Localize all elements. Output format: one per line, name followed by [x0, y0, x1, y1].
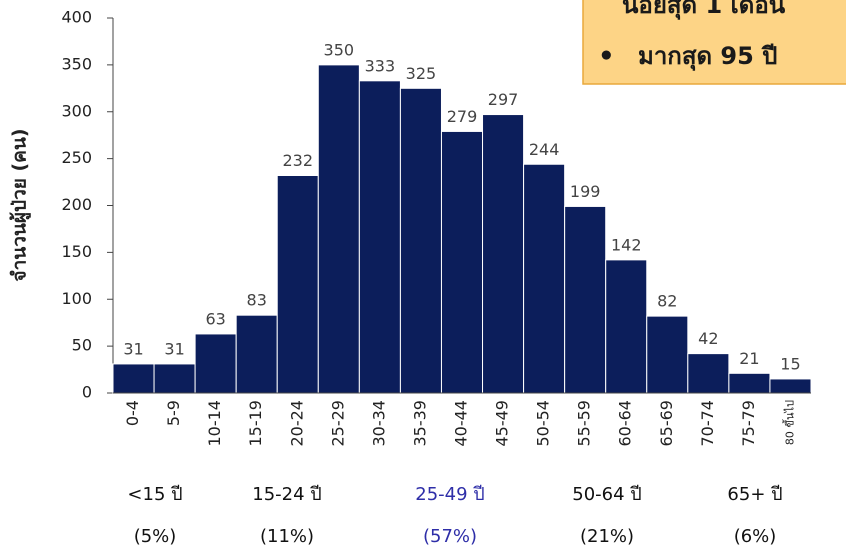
bar: [769, 378, 812, 394]
bar: [605, 259, 648, 394]
callout-line: น้อยสุด 1 เดือน: [622, 0, 786, 21]
bar: [276, 175, 319, 394]
x-tick-label: 65-69: [657, 400, 676, 447]
y-tick-label: 250: [61, 148, 92, 167]
value-label: 21: [739, 349, 759, 368]
bar: [728, 372, 771, 394]
callout-box: [582, 0, 846, 85]
x-tick-label: 0-4: [123, 400, 142, 426]
bar: [399, 87, 442, 394]
y-tick-label: 400: [61, 8, 92, 27]
value-label: 297: [488, 90, 519, 109]
value-label: 63: [205, 309, 225, 328]
group-share: (21%): [580, 526, 634, 547]
bar: [112, 363, 155, 394]
x-tick-label: 50-54: [534, 400, 553, 447]
value-label: 42: [698, 329, 718, 348]
value-label: 142: [611, 235, 642, 254]
bar: [317, 64, 360, 394]
bar: [564, 205, 607, 394]
value-label: 15: [780, 354, 800, 373]
x-tick-label: 40-44: [452, 400, 471, 447]
value-label: 232: [282, 151, 313, 170]
x-tick-label: 30-34: [369, 400, 388, 447]
bar: [440, 130, 484, 394]
group-label: 50-64 ปี: [572, 484, 641, 505]
value-label: 350: [324, 40, 355, 59]
x-tick-label: 10-14: [205, 400, 224, 447]
x-tick-label: 25-29: [328, 400, 347, 447]
callout-bullet: •: [598, 42, 615, 72]
x-tick-label: 15-19: [246, 400, 265, 447]
x-tick-label: 5-9: [164, 400, 183, 426]
y-tick-label: 200: [61, 195, 92, 214]
value-label: 244: [529, 140, 560, 159]
y-axis-label: จำนวนผู้ป่วย (คน): [9, 128, 32, 281]
x-tick-label: 60-64: [616, 400, 635, 447]
bar: [482, 114, 525, 394]
x-tick-label: 75-79: [739, 400, 758, 447]
callout-line: มากสุด 95 ปี: [638, 42, 777, 72]
group-label: 65+ ปี: [727, 484, 782, 505]
group-share: (5%): [134, 526, 177, 547]
bar: [153, 363, 196, 394]
x-tick-label: 80 ขึ้นไป: [781, 400, 796, 445]
value-label: 325: [406, 64, 437, 83]
group-label: <15 ปี: [127, 484, 182, 505]
value-label: 31: [123, 339, 143, 358]
bar: [358, 80, 401, 394]
y-tick-label: 300: [61, 101, 92, 120]
value-label: 83: [247, 291, 267, 310]
group-share: (57%): [423, 526, 477, 547]
y-tick-label: 350: [61, 54, 92, 73]
x-tick-label: 55-59: [575, 400, 594, 447]
group-label: 15-24 ปี: [252, 484, 321, 505]
group-label: 25-49 ปี: [415, 484, 484, 505]
x-tick-label: 45-49: [493, 400, 512, 447]
bar: [687, 353, 730, 394]
value-label: 333: [365, 56, 396, 75]
value-label: 82: [657, 292, 677, 311]
value-label: 199: [570, 182, 601, 201]
group-share: (11%): [260, 526, 314, 547]
bar: [194, 333, 237, 394]
x-tick-label: 35-39: [410, 400, 429, 447]
bar: [523, 163, 566, 394]
value-label: 279: [447, 107, 478, 126]
x-tick-label: 70-74: [698, 400, 717, 447]
bar: [646, 315, 689, 394]
value-label: 31: [164, 339, 184, 358]
x-tick-label: 20-24: [287, 400, 306, 447]
group-share: (6%): [734, 526, 777, 547]
bar: [235, 314, 278, 394]
y-tick-label: 150: [61, 242, 92, 261]
y-tick-label: 50: [72, 336, 92, 355]
y-tick-label: 0: [82, 383, 92, 402]
y-tick-label: 100: [61, 289, 92, 308]
